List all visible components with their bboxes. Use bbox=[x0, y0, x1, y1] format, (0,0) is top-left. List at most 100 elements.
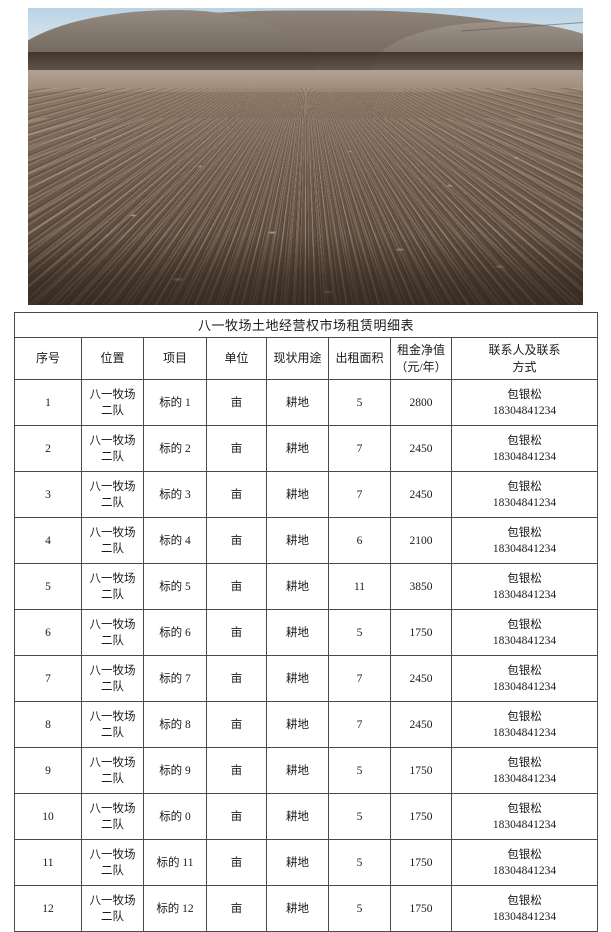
cell-rent: 2450 bbox=[390, 471, 452, 518]
cell-index: 10 bbox=[14, 793, 82, 840]
cell-use: 耕地 bbox=[266, 885, 329, 932]
table-row: 7 八一牧场 二队 标的 7 亩耕地 7 2450 包银松 18304841234 bbox=[14, 655, 599, 702]
cell-item: 标的 3 bbox=[143, 471, 207, 518]
cell-area: 5 bbox=[328, 609, 391, 656]
cell-location: 八一牧场 二队 bbox=[81, 655, 144, 702]
cell-area: 5 bbox=[328, 885, 391, 932]
cell-location: 八一牧场 二队 bbox=[81, 563, 144, 610]
table-row: 9 八一牧场 二队 标的 9 亩耕地 5 1750 包银松 18304841234 bbox=[14, 747, 599, 794]
cell-contact: 包银松 18304841234 bbox=[450, 839, 599, 886]
column-header-use: 现状用途 bbox=[266, 337, 329, 380]
plowed-field bbox=[28, 88, 583, 305]
cell-location: 八一牧场 二队 bbox=[81, 425, 144, 472]
cell-unit: 亩 bbox=[206, 471, 267, 518]
column-header-contact: 联系人及联系 方式 bbox=[450, 337, 599, 380]
cell-use: 耕地 bbox=[266, 563, 329, 610]
cell-contact: 包银松 18304841234 bbox=[450, 885, 599, 932]
cell-location: 八一牧场 二队 bbox=[81, 379, 144, 426]
cell-use: 耕地 bbox=[266, 839, 329, 886]
cell-unit: 亩 bbox=[206, 609, 267, 656]
cell-item: 标的 9 bbox=[143, 747, 207, 794]
cell-unit: 亩 bbox=[206, 517, 267, 564]
table-row: 10 八一牧场 二队 标的 0 亩耕地 5 1750 包银松 18304841234 bbox=[14, 793, 599, 840]
column-header-rent: 租金净值 （元/年） bbox=[390, 337, 452, 380]
cell-rent: 1750 bbox=[390, 839, 452, 886]
cell-location: 八一牧场 二队 bbox=[81, 793, 144, 840]
cell-area: 7 bbox=[328, 425, 391, 472]
cell-area: 5 bbox=[328, 379, 391, 426]
cell-unit: 亩 bbox=[206, 747, 267, 794]
cell-rent: 1750 bbox=[390, 793, 452, 840]
cell-item: 标的 8 bbox=[143, 701, 207, 748]
cell-unit: 亩 bbox=[206, 563, 267, 610]
foreground-shadow bbox=[28, 235, 583, 305]
farmland-photo bbox=[28, 8, 583, 305]
cell-item: 标的 12 bbox=[143, 885, 207, 932]
cell-use: 耕地 bbox=[266, 655, 329, 702]
cell-index: 8 bbox=[14, 701, 82, 748]
cell-rent: 2450 bbox=[390, 701, 452, 748]
column-header-area: 出租面积 bbox=[328, 337, 391, 380]
cell-index: 11 bbox=[14, 839, 82, 886]
table-row: 12 八一牧场 二队 标的 12 亩耕地 5 1750 包银松 18304841234 bbox=[14, 885, 599, 932]
cell-use: 耕地 bbox=[266, 425, 329, 472]
cell-area: 5 bbox=[328, 793, 391, 840]
table-row: 11 八一牧场 二队 标的 11 亩耕地 5 1750 包银松 18304841234 bbox=[14, 839, 599, 886]
cell-location: 八一牧场 二队 bbox=[81, 471, 144, 518]
cell-location: 八一牧场 二队 bbox=[81, 885, 144, 932]
cell-area: 7 bbox=[328, 701, 391, 748]
cell-location: 八一牧场 二队 bbox=[81, 609, 144, 656]
cell-area: 11 bbox=[328, 563, 391, 610]
cell-contact: 包银松 18304841234 bbox=[450, 793, 599, 840]
cell-unit: 亩 bbox=[206, 839, 267, 886]
cell-area: 7 bbox=[328, 655, 391, 702]
cell-item: 标的 5 bbox=[143, 563, 207, 610]
cell-unit: 亩 bbox=[206, 379, 267, 426]
cell-use: 耕地 bbox=[266, 379, 329, 426]
cell-rent: 3850 bbox=[390, 563, 452, 610]
cell-index: 4 bbox=[14, 517, 82, 564]
cell-area: 5 bbox=[328, 747, 391, 794]
cell-contact: 包银松 18304841234 bbox=[450, 425, 599, 472]
cell-contact: 包银松 18304841234 bbox=[450, 379, 599, 426]
cell-use: 耕地 bbox=[266, 609, 329, 656]
photo-canvas bbox=[28, 8, 583, 305]
table-header-row: 序号 位置 项目 单位 现状用途 出租面积 租金净值 （元/年） 联系人及联系 … bbox=[14, 337, 599, 380]
cell-area: 7 bbox=[328, 471, 391, 518]
cell-index: 12 bbox=[14, 885, 82, 932]
cell-use: 耕地 bbox=[266, 793, 329, 840]
cell-rent: 1750 bbox=[390, 609, 452, 656]
column-header-location: 位置 bbox=[81, 337, 144, 380]
cell-location: 八一牧场 二队 bbox=[81, 701, 144, 748]
table-row: 4 八一牧场 二队 标的 4 亩耕地 6 2100 包银松 18304841234 bbox=[14, 517, 599, 564]
cell-index: 2 bbox=[14, 425, 82, 472]
cell-item: 标的 7 bbox=[143, 655, 207, 702]
cell-index: 6 bbox=[14, 609, 82, 656]
cell-index: 7 bbox=[14, 655, 82, 702]
cell-index: 1 bbox=[14, 379, 82, 426]
column-header-index: 序号 bbox=[14, 337, 82, 380]
cell-contact: 包银松 18304841234 bbox=[450, 563, 599, 610]
cell-unit: 亩 bbox=[206, 793, 267, 840]
cell-index: 5 bbox=[14, 563, 82, 610]
hill-shadow-band bbox=[28, 52, 583, 74]
cell-unit: 亩 bbox=[206, 425, 267, 472]
table-row: 6 八一牧场 二队 标的 6 亩耕地 5 1750 包银松 18304841234 bbox=[14, 609, 599, 656]
cell-contact: 包银松 18304841234 bbox=[450, 655, 599, 702]
cell-area: 6 bbox=[328, 517, 391, 564]
table-title: 八一牧场土地经营权市场租赁明细表 bbox=[13, 312, 599, 338]
cell-contact: 包银松 18304841234 bbox=[450, 747, 599, 794]
cell-item: 标的 2 bbox=[143, 425, 207, 472]
cell-use: 耕地 bbox=[266, 517, 329, 564]
cell-unit: 亩 bbox=[206, 655, 267, 702]
cell-contact: 包银松 18304841234 bbox=[450, 701, 599, 748]
cell-rent: 2800 bbox=[390, 379, 452, 426]
cell-rent: 1750 bbox=[390, 747, 452, 794]
table-row: 5 八一牧场 二队 标的 5 亩耕地 11 3850 包银松 18304841234 bbox=[14, 563, 599, 610]
cell-location: 八一牧场 二队 bbox=[81, 747, 144, 794]
cell-use: 耕地 bbox=[266, 701, 329, 748]
cell-index: 3 bbox=[14, 471, 82, 518]
cell-contact: 包银松 18304841234 bbox=[450, 471, 599, 518]
table-title-row: 八一牧场土地经营权市场租赁明细表 bbox=[13, 312, 599, 338]
cell-rent: 1750 bbox=[390, 885, 452, 932]
